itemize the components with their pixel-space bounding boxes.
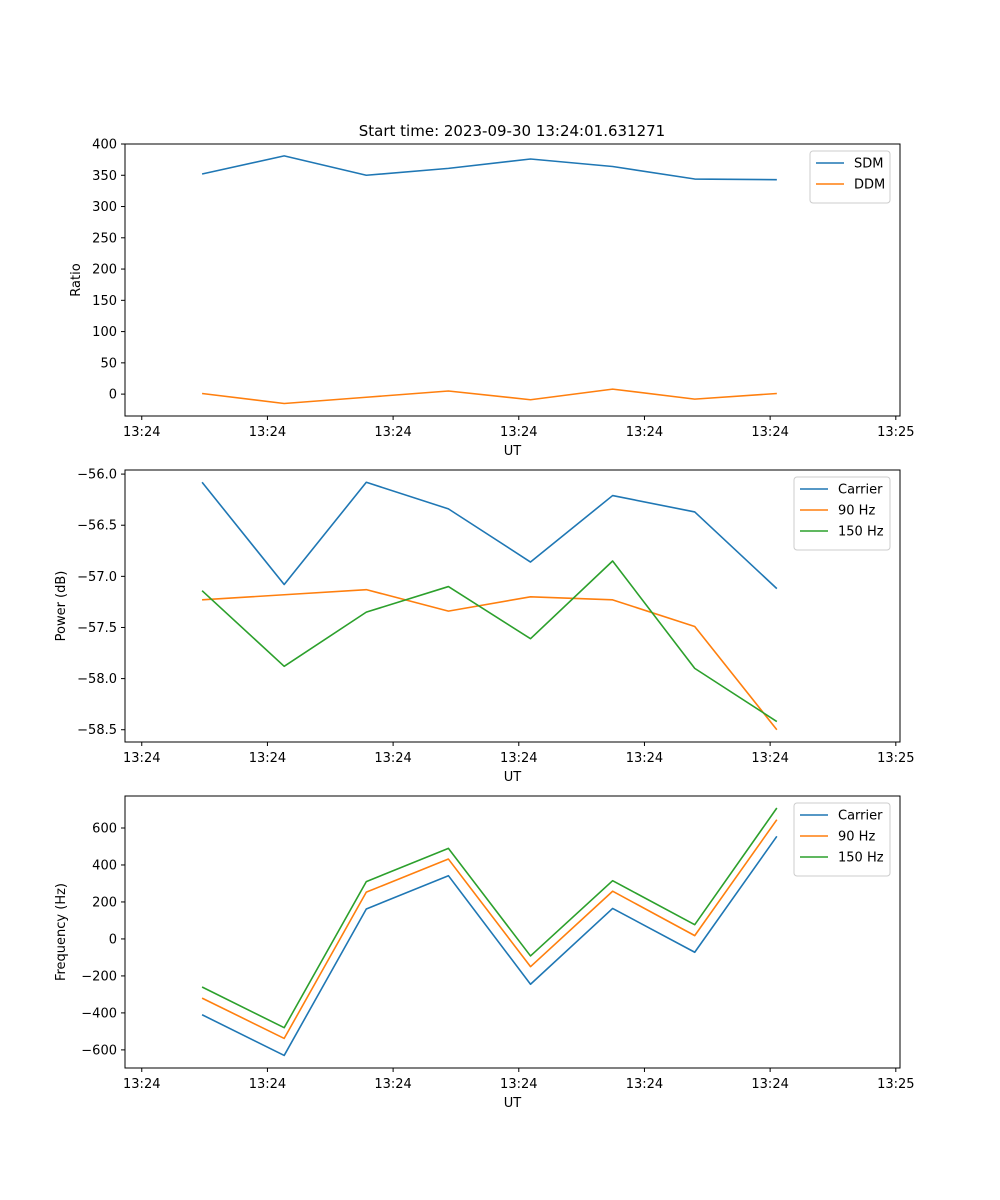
ratio-ytick-label-1: 50: [100, 356, 117, 371]
power-ylabel: Power (dB): [54, 571, 69, 642]
frequency-legend-label-90-hz: 90 Hz: [838, 830, 875, 845]
frequency-line-90-hz: [201, 819, 778, 1040]
power-legend-label-150-hz: 150 Hz: [838, 525, 884, 540]
ratio-xlabel: UT: [504, 444, 522, 459]
frequency-ytick-label-1: −400: [81, 1006, 117, 1021]
ratio-subplot: 13:24 13:24 13:24 13:24 13:24 13:24 13:25 0 50 10…: [69, 138, 915, 460]
ratio-axes-frame: [124, 143, 901, 417]
ratio-ytick-label-5: 250: [92, 231, 117, 246]
power-line-90-hz: [202, 588, 778, 731]
frequency-xtick-label-6: 13:25: [877, 1077, 914, 1092]
power-legend-label-carrier: Carrier: [838, 483, 883, 498]
frequency-ytick-label-3: 0: [109, 932, 117, 947]
power-ytick-label-2: −57.0: [77, 570, 117, 585]
frequency-line-carrier: [201, 835, 778, 1057]
power-ytick-label-3: −57.5: [77, 621, 117, 636]
power-legend-label-90-hz: 90 Hz: [838, 504, 875, 519]
power-subplot: 13:24 13:24 13:24 13:24 13:24 13:24 13:25 −56.0…: [54, 468, 915, 785]
ratio-xtick-label-6: 13:25: [877, 425, 914, 440]
frequency-xtick-label-0: 13:24: [123, 1077, 160, 1092]
frequency-legend: Carrier 90 Hz 150 Hz: [793, 802, 891, 877]
frequency-legend-label-150-hz: 150 Hz: [838, 851, 884, 866]
frequency-ylabel: Frequency (Hz): [54, 883, 69, 981]
frequency-ytick-label-4: 200: [92, 895, 117, 910]
frequency-xtick-label-4: 13:24: [626, 1077, 663, 1092]
power-xtick-label-3: 13:24: [500, 751, 537, 766]
ratio-xtick-label-4: 13:24: [626, 425, 663, 440]
ratio-ytick-label-6: 300: [92, 200, 117, 215]
ratio-ytick-label-0: 0: [109, 388, 117, 403]
frequency-xtick-label-5: 13:24: [751, 1077, 788, 1092]
ratio-legend-label-sdm: SDM: [854, 157, 883, 172]
frequency-ytick-label-2: −200: [81, 969, 117, 984]
ratio-legend-box: [809, 150, 891, 204]
power-line-carrier: [201, 481, 778, 590]
ratio-line-ddm: [201, 388, 777, 405]
power-line-150-hz: [201, 560, 778, 723]
frequency-ytick-label-5: 400: [92, 858, 117, 873]
ratio-legend: SDM DDM: [809, 150, 891, 204]
frequency-xtick-label-2: 13:24: [374, 1077, 411, 1092]
ratio-xtick-label-3: 13:24: [500, 425, 537, 440]
power-ytick-label-5: −58.5: [77, 723, 117, 738]
power-xtick-label-1: 13:24: [249, 751, 286, 766]
ratio-line-sdm: [201, 155, 777, 181]
frequency-axes-frame: [124, 795, 901, 1069]
power-xtick-label-2: 13:24: [374, 751, 411, 766]
ratio-ytick-label-2: 100: [92, 325, 117, 340]
ratio-xtick-label-1: 13:24: [249, 425, 286, 440]
frequency-legend-label-carrier: Carrier: [838, 809, 883, 824]
power-xtick-label-5: 13:24: [751, 751, 788, 766]
frequency-ytick-label-0: −600: [81, 1043, 117, 1058]
figure-title: Start time: 2023-09-30 13:24:01.631271: [359, 122, 665, 140]
power-axes-frame: [124, 469, 901, 743]
ratio-xtick-label-5: 13:24: [751, 425, 788, 440]
power-ytick-label-0: −56.0: [77, 468, 117, 483]
power-ytick-label-1: −56.5: [77, 519, 117, 534]
ratio-ytick-label-4: 200: [92, 263, 117, 278]
ratio-xtick-label-0: 13:24: [123, 425, 160, 440]
ratio-ytick-label-3: 150: [92, 294, 117, 309]
power-xlabel: UT: [504, 770, 522, 785]
frequency-ytick-label-6: 600: [92, 821, 117, 836]
power-ytick-label-4: −58.0: [77, 672, 117, 687]
frequency-line-150-hz: [201, 807, 778, 1029]
power-legend: Carrier 90 Hz 150 Hz: [793, 476, 891, 551]
power-xtick-label-0: 13:24: [123, 751, 160, 766]
ratio-ytick-label-7: 350: [92, 169, 117, 184]
power-xtick-label-6: 13:25: [877, 751, 914, 766]
ratio-xtick-label-2: 13:24: [374, 425, 411, 440]
frequency-xtick-label-3: 13:24: [500, 1077, 537, 1092]
ratio-ylabel: Ratio: [69, 263, 84, 296]
frequency-xlabel: UT: [504, 1096, 522, 1111]
frequency-subplot: 13:24 13:24 13:24 13:24 13:24 13:24 13:25 −600 −…: [54, 795, 915, 1111]
power-xtick-label-4: 13:24: [626, 751, 663, 766]
ratio-ytick-label-8: 400: [92, 138, 117, 153]
frequency-xtick-label-1: 13:24: [249, 1077, 286, 1092]
ratio-legend-label-ddm: DDM: [854, 178, 885, 193]
